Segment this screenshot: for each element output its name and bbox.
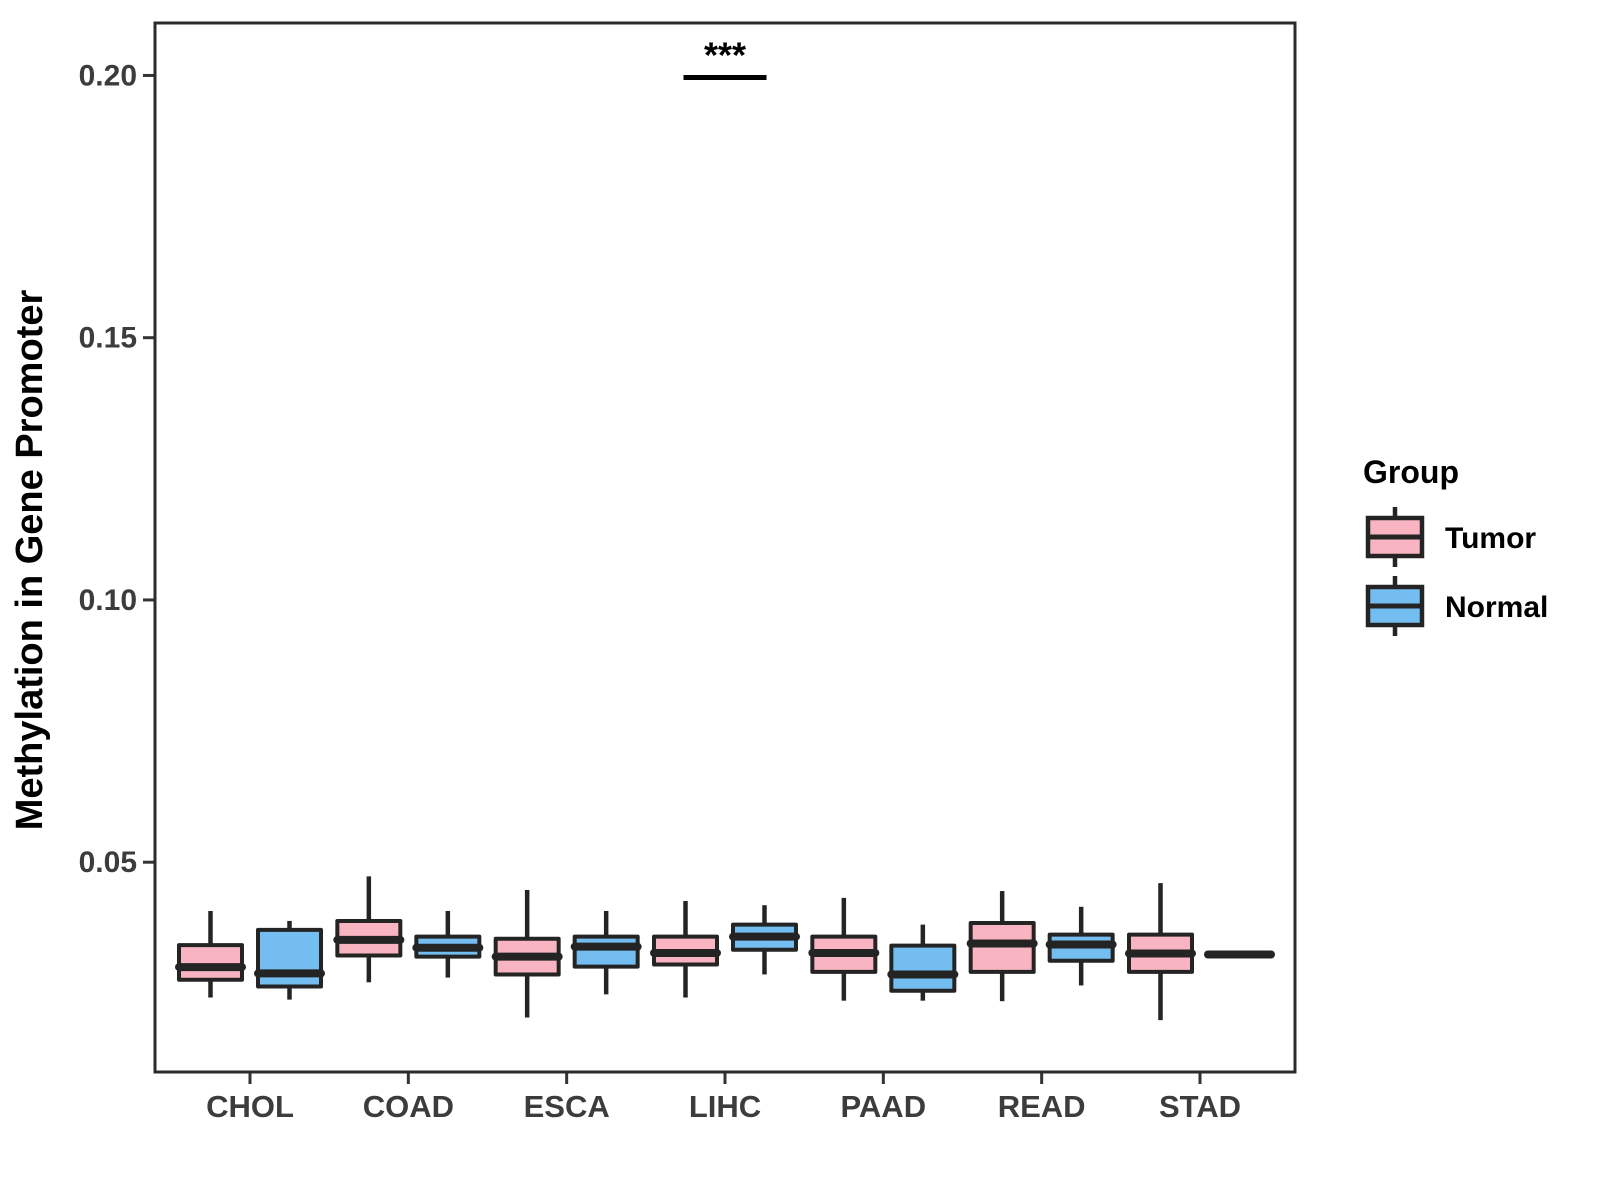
x-category-label: ESCA xyxy=(524,1089,610,1124)
boxplot-tumor-CHOL xyxy=(175,910,246,998)
boxplot-normal-READ xyxy=(1045,906,1117,986)
x-category-label: STAD xyxy=(1159,1089,1241,1124)
x-category-label: LIHC xyxy=(689,1089,761,1124)
boxplot-tumor-ESCA xyxy=(491,889,563,1018)
boxplot-series xyxy=(175,876,1275,1021)
y-tick-label: 0.15 xyxy=(79,322,137,355)
boxplot-normal-CHOL xyxy=(254,920,325,1000)
x-axis: CHOL COAD ESCA LIHC PAAD READ STAD xyxy=(206,1072,1241,1124)
boxplot-tumor-STAD xyxy=(1125,883,1196,1021)
y-tick-label: 0.10 xyxy=(79,584,137,617)
plot-panel xyxy=(153,21,1297,1074)
legend-key-normal: Normal xyxy=(1365,576,1548,636)
legend: Group Tumor Normal xyxy=(1363,454,1548,636)
boxplot-normal-LIHC xyxy=(729,905,800,975)
iqr-box xyxy=(256,927,323,989)
significance-stars: *** xyxy=(704,34,746,75)
boxplot-tumor-PAAD xyxy=(808,897,880,1001)
legend-label-normal: Normal xyxy=(1445,591,1548,624)
y-axis: 0.05 0.10 0.15 0.20 xyxy=(79,59,155,879)
iqr-box xyxy=(572,934,640,969)
iqr-box xyxy=(177,943,244,982)
significance-annotation: *** xyxy=(683,34,767,80)
boxplot-tumor-COAD xyxy=(333,876,405,983)
iqr-box xyxy=(889,943,957,993)
legend-key-tumor: Tumor xyxy=(1365,507,1536,567)
boxplot-normal-ESCA xyxy=(570,910,642,995)
boxplot-normal-STAD xyxy=(1204,950,1275,959)
y-axis-title: Methylation in Gene Promoter xyxy=(9,290,51,831)
boxplot-normal-COAD xyxy=(412,910,484,978)
x-category-label: COAD xyxy=(363,1089,454,1124)
x-category-label: PAAD xyxy=(841,1089,927,1124)
panel-border xyxy=(153,21,1297,1074)
y-tick-label: 0.05 xyxy=(79,846,137,879)
legend-label-tumor: Tumor xyxy=(1445,522,1536,555)
x-category-label: READ xyxy=(998,1089,1086,1124)
y-tick-label: 0.20 xyxy=(79,59,137,92)
boxplot-tumor-LIHC xyxy=(650,901,721,998)
x-category-label: CHOL xyxy=(206,1089,294,1124)
legend-title: Group xyxy=(1363,454,1459,490)
boxplot-tumor-READ xyxy=(966,891,1038,1002)
boxplot-normal-PAAD xyxy=(887,924,959,1001)
